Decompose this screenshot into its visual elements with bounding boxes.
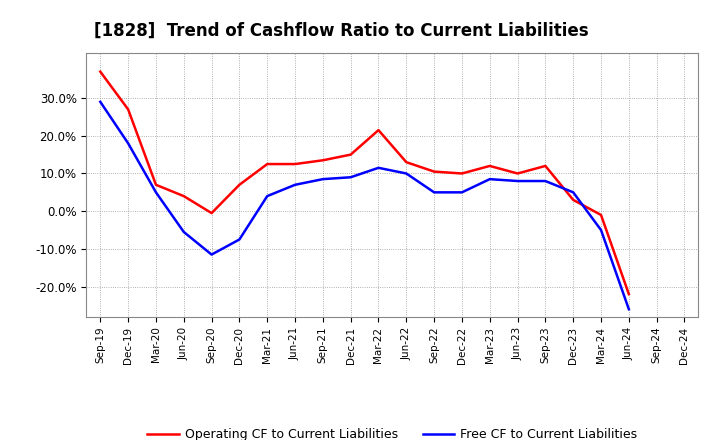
Free CF to Current Liabilities	[96, 99, 104, 104]
Free CF to Current Liabilities	[235, 237, 243, 242]
Free CF to Current Liabilities	[430, 190, 438, 195]
Operating CF to Current Liabilities	[430, 169, 438, 174]
Free CF to Current Liabilities	[152, 190, 161, 195]
Operating CF to Current Liabilities	[152, 182, 161, 187]
Operating CF to Current Liabilities	[235, 182, 243, 187]
Text: [1828]  Trend of Cashflow Ratio to Current Liabilities: [1828] Trend of Cashflow Ratio to Curren…	[94, 22, 588, 40]
Free CF to Current Liabilities	[207, 252, 216, 257]
Free CF to Current Liabilities	[124, 141, 132, 146]
Operating CF to Current Liabilities	[124, 107, 132, 112]
Operating CF to Current Liabilities	[263, 161, 271, 167]
Free CF to Current Liabilities	[374, 165, 383, 170]
Operating CF to Current Liabilities	[485, 163, 494, 169]
Operating CF to Current Liabilities	[541, 163, 550, 169]
Free CF to Current Liabilities	[569, 190, 577, 195]
Free CF to Current Liabilities	[179, 229, 188, 235]
Free CF to Current Liabilities	[346, 175, 355, 180]
Free CF to Current Liabilities	[402, 171, 410, 176]
Free CF to Current Liabilities	[541, 178, 550, 183]
Operating CF to Current Liabilities	[179, 194, 188, 199]
Line: Free CF to Current Liabilities: Free CF to Current Liabilities	[100, 102, 629, 309]
Operating CF to Current Liabilities	[458, 171, 467, 176]
Free CF to Current Liabilities	[597, 227, 606, 233]
Free CF to Current Liabilities	[458, 190, 467, 195]
Operating CF to Current Liabilities	[402, 160, 410, 165]
Operating CF to Current Liabilities	[624, 292, 633, 297]
Operating CF to Current Liabilities	[513, 171, 522, 176]
Operating CF to Current Liabilities	[207, 210, 216, 216]
Free CF to Current Liabilities	[263, 194, 271, 199]
Free CF to Current Liabilities	[513, 178, 522, 183]
Line: Operating CF to Current Liabilities: Operating CF to Current Liabilities	[100, 72, 629, 294]
Operating CF to Current Liabilities	[374, 128, 383, 133]
Legend: Operating CF to Current Liabilities, Free CF to Current Liabilities: Operating CF to Current Liabilities, Fre…	[143, 423, 642, 440]
Free CF to Current Liabilities	[291, 182, 300, 187]
Operating CF to Current Liabilities	[291, 161, 300, 167]
Operating CF to Current Liabilities	[569, 197, 577, 202]
Free CF to Current Liabilities	[318, 176, 327, 182]
Free CF to Current Liabilities	[485, 176, 494, 182]
Operating CF to Current Liabilities	[96, 69, 104, 74]
Operating CF to Current Liabilities	[318, 158, 327, 163]
Operating CF to Current Liabilities	[597, 213, 606, 218]
Operating CF to Current Liabilities	[346, 152, 355, 157]
Free CF to Current Liabilities	[624, 307, 633, 312]
